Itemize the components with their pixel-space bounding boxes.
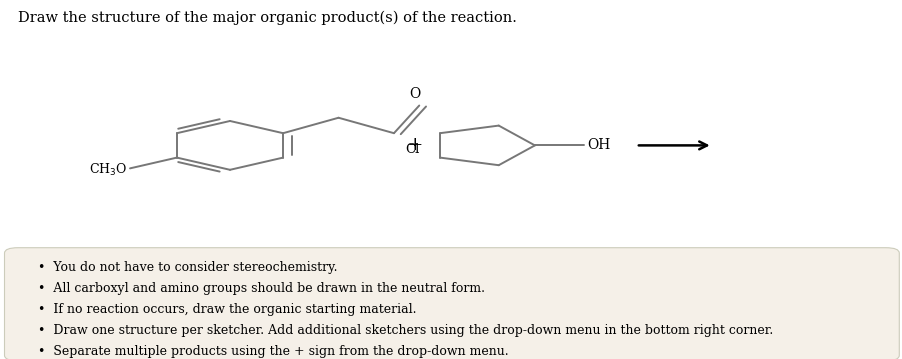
Text: O: O xyxy=(410,87,420,101)
Text: +: + xyxy=(407,136,423,154)
Text: Draw the structure of the major organic product(s) of the reaction.: Draw the structure of the major organic … xyxy=(18,11,517,25)
Text: •  Separate multiple products using the + sign from the drop-down menu.: • Separate multiple products using the +… xyxy=(38,345,509,358)
Text: OH: OH xyxy=(587,139,611,152)
Text: •  Draw one structure per sketcher. Add additional sketchers using the drop-down: • Draw one structure per sketcher. Add a… xyxy=(38,324,773,337)
Text: •  You do not have to consider stereochemistry.: • You do not have to consider stereochem… xyxy=(38,261,337,274)
FancyBboxPatch shape xyxy=(5,248,899,359)
Text: •  All carboxyl and amino groups should be drawn in the neutral form.: • All carboxyl and amino groups should b… xyxy=(38,282,485,295)
Text: •  If no reaction occurs, draw the organic starting material.: • If no reaction occurs, draw the organi… xyxy=(38,303,417,316)
Text: CH$_3$O: CH$_3$O xyxy=(89,162,127,178)
Text: Cl: Cl xyxy=(405,143,419,156)
